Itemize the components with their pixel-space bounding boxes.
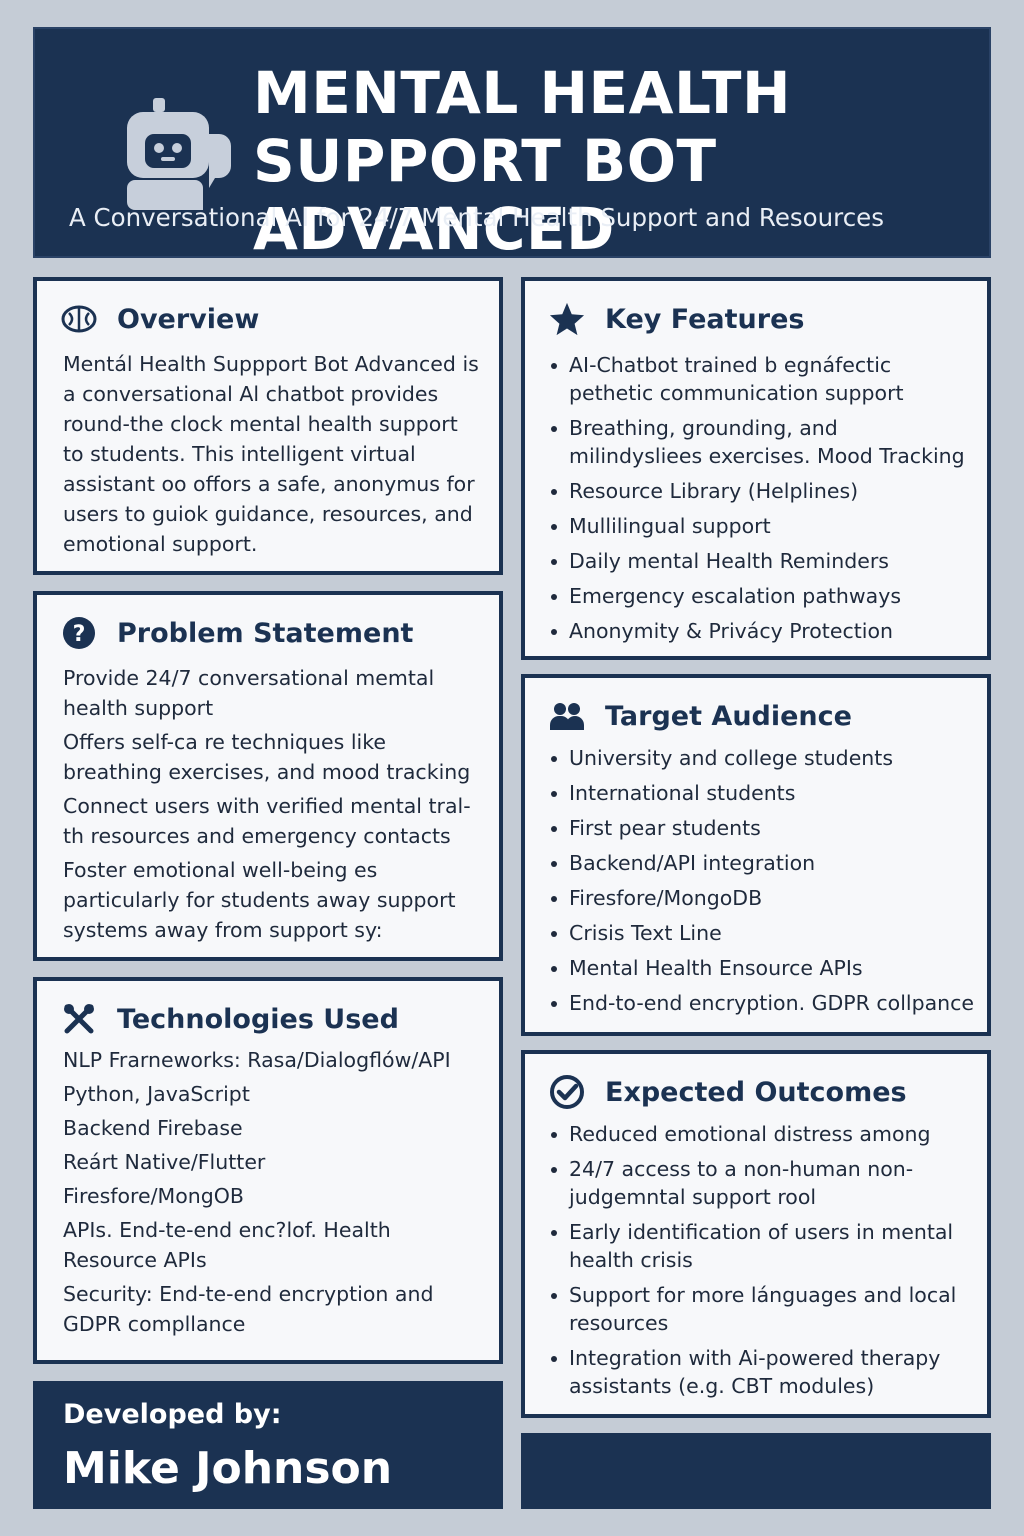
brain-icon bbox=[61, 301, 97, 337]
problem-item: Foster emotional well-being es particula… bbox=[63, 858, 456, 942]
problem-item: Provide 24/7 conversational memtal healt… bbox=[63, 666, 435, 720]
problem-item: Connect users with verified mental tral-… bbox=[63, 794, 471, 848]
question-circle-icon: ? bbox=[61, 615, 97, 651]
audience-heading: Target Audience bbox=[605, 700, 852, 732]
tech-item: APIs. End-te-end enc?lof. Health Resourc… bbox=[63, 1218, 391, 1272]
audience-card: Target Audience University and college s… bbox=[521, 674, 991, 1036]
check-circle-icon bbox=[549, 1074, 585, 1110]
technologies-list: NLP Frarneworks: Rasa/Dialogflów/API Pyt… bbox=[63, 1045, 485, 1343]
audience-header: Target Audience bbox=[549, 696, 852, 736]
audience-item: University and college students bbox=[549, 744, 975, 772]
outcomes-heading: Expected Outcomes bbox=[605, 1076, 907, 1108]
tools-icon bbox=[61, 1001, 97, 1037]
features-header: Key Features bbox=[549, 299, 804, 339]
star-icon bbox=[549, 301, 585, 337]
tech-item: Security: End-te-end encryption and GDPR… bbox=[63, 1282, 434, 1336]
audience-item: First pear students bbox=[549, 814, 975, 842]
feature-item: Emergency escalation pathways bbox=[549, 582, 975, 610]
developer-name: Mike Johnson bbox=[63, 1443, 393, 1494]
technologies-card: Technologies Used NLP Frarneworks: Rasa/… bbox=[33, 977, 503, 1364]
tech-item: Backend Firebase bbox=[63, 1116, 243, 1140]
audience-item: International students bbox=[549, 779, 975, 807]
feature-item: Resource Library (Helplines) bbox=[549, 477, 975, 505]
title-line-2: SUPPORT BOT ADVANCED bbox=[253, 127, 717, 263]
page-subtitle: A Conversational AI for 24/7 Mental Heal… bbox=[69, 203, 885, 232]
header-banner: MENTAL HEALTH SUPPORT BOT ADVANCED A Con… bbox=[33, 27, 991, 263]
features-card: Key Features AI-Chatbot trained b egnáfe… bbox=[521, 277, 991, 660]
technologies-heading: Technologies Used bbox=[117, 1003, 399, 1035]
problem-card: ? Problem Statement Provide 24/7 convers… bbox=[33, 591, 503, 961]
title-line-1: MENTAL HEALTH bbox=[253, 59, 791, 127]
tech-item: NLP Frarneworks: Rasa/Dialogflów/API bbox=[63, 1048, 451, 1072]
robot-chat-icon bbox=[127, 98, 231, 210]
footer-bar bbox=[521, 1433, 991, 1509]
users-icon bbox=[549, 698, 585, 734]
problem-item: Offers self-ca re techniques like breath… bbox=[63, 730, 471, 784]
developer-label: Developed by: bbox=[63, 1399, 282, 1430]
outcome-item: Early identification of users in mental … bbox=[549, 1218, 975, 1274]
audience-item: Backend/API integration bbox=[549, 849, 975, 877]
outcomes-header: Expected Outcomes bbox=[549, 1072, 907, 1112]
features-heading: Key Features bbox=[605, 303, 805, 335]
overview-text: Mentál Health Suppport Bot Advanced is a… bbox=[63, 352, 479, 556]
feature-item: Anonymity & Privácy Protection bbox=[549, 617, 975, 645]
tech-item: Python, JavaScript bbox=[63, 1082, 250, 1106]
audience-item: End-to-end encryption. GDPR collpance bbox=[549, 989, 975, 1017]
tech-item: Reárt Native/Flutter bbox=[63, 1150, 266, 1174]
audience-item: Crisis Text Line bbox=[549, 919, 975, 947]
audience-list: University and college students Internat… bbox=[549, 744, 975, 1024]
features-list: AI-Chatbot trained b egnáfectic pethetic… bbox=[549, 351, 975, 652]
outcome-item: Support for more lánguages and local res… bbox=[549, 1281, 975, 1337]
feature-item: Mullilingual support bbox=[549, 512, 975, 540]
tech-item: Firesfore/MongOB bbox=[63, 1184, 244, 1208]
problem-header: ? Problem Statement bbox=[61, 613, 413, 653]
svg-text:?: ? bbox=[73, 622, 86, 647]
outcomes-card: Expected Outcomes Reduced emotional dist… bbox=[521, 1050, 991, 1418]
problem-list: Provide 24/7 conversational memtal healt… bbox=[63, 663, 485, 949]
outcome-item: 24/7 access to a non-human non-judgemnta… bbox=[549, 1155, 975, 1211]
feature-item: AI-Chatbot trained b egnáfectic pethetic… bbox=[549, 351, 975, 407]
problem-heading: Problem Statement bbox=[117, 617, 414, 649]
feature-item: Daily mental Health Reminders bbox=[549, 547, 975, 575]
feature-item: Breathing, grounding, and milindysliees … bbox=[549, 414, 975, 470]
outcome-item: Reduced emotional distress among bbox=[549, 1120, 975, 1148]
overview-card: Overview Mentál Health Suppport Bot Adva… bbox=[33, 277, 503, 575]
overview-heading: Overview bbox=[117, 303, 260, 335]
technologies-header: Technologies Used bbox=[61, 999, 399, 1039]
outcome-item: Integration with Ai-powered therapy assi… bbox=[549, 1344, 975, 1400]
overview-header: Overview bbox=[61, 299, 259, 339]
audience-item: Firesfore/MongoDB bbox=[549, 884, 975, 912]
outcomes-list: Reduced emotional distress among 24/7 ac… bbox=[549, 1120, 975, 1407]
page-title: MENTAL HEALTH SUPPORT BOT ADVANCED bbox=[253, 59, 983, 263]
audience-item: Mental Health Ensource APIs bbox=[549, 954, 975, 982]
developer-box: Developed by: Mike Johnson bbox=[33, 1381, 503, 1509]
